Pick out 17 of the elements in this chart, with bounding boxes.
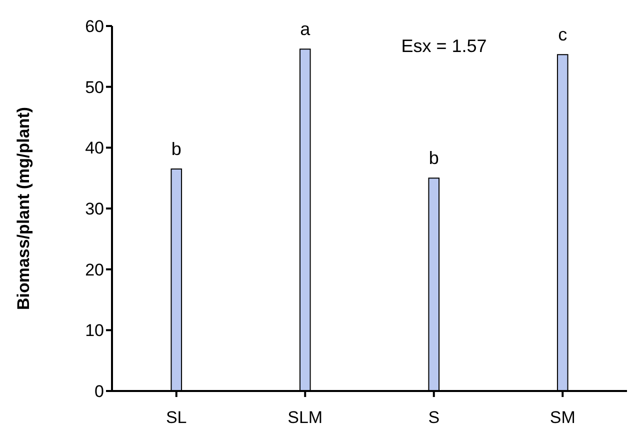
annotation: c [558,24,568,45]
x-tick-label: SL [166,408,187,428]
y-tick-label: 20 [85,260,104,280]
x-tick-label: SM [550,408,576,428]
annotation: b [428,148,439,168]
y-tick-label: 0 [94,382,104,402]
annotation: Esx = 1.57 [401,36,487,56]
y-tick-label: 60 [85,17,104,36]
y-tick-label: 30 [85,200,104,219]
y-axis-title: Biomass/plant (mg/plant) [14,106,34,310]
y-tick-label: 10 [85,321,104,340]
annotation: a [300,19,312,40]
annotation: b [171,138,182,159]
x-tick-label: S [428,408,440,428]
y-tick-label: 40 [85,138,104,158]
y-tick-label: 50 [85,78,104,97]
x-tick-label: SLM [288,408,323,428]
